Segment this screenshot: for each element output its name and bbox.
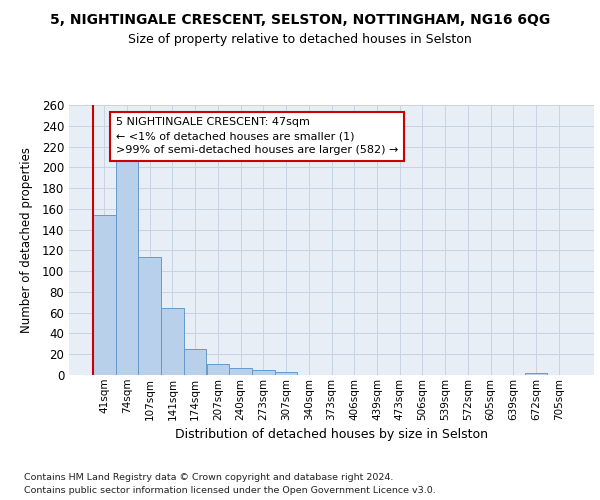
Bar xyxy=(184,349,206,375)
Bar xyxy=(93,215,116,375)
Text: Contains public sector information licensed under the Open Government Licence v3: Contains public sector information licen… xyxy=(24,486,436,495)
Text: Size of property relative to detached houses in Selston: Size of property relative to detached ho… xyxy=(128,32,472,46)
Text: 5, NIGHTINGALE CRESCENT, SELSTON, NOTTINGHAM, NG16 6QG: 5, NIGHTINGALE CRESCENT, SELSTON, NOTTIN… xyxy=(50,12,550,26)
Bar xyxy=(229,368,252,375)
X-axis label: Distribution of detached houses by size in Selston: Distribution of detached houses by size … xyxy=(175,428,488,441)
Bar xyxy=(275,372,298,375)
Text: Contains HM Land Registry data © Crown copyright and database right 2024.: Contains HM Land Registry data © Crown c… xyxy=(24,472,394,482)
Bar xyxy=(252,370,275,375)
Text: 5 NIGHTINGALE CRESCENT: 47sqm
← <1% of detached houses are smaller (1)
>99% of s: 5 NIGHTINGALE CRESCENT: 47sqm ← <1% of d… xyxy=(116,118,398,156)
Bar xyxy=(206,364,229,375)
Bar xyxy=(139,256,161,375)
Bar xyxy=(116,158,139,375)
Bar xyxy=(161,308,184,375)
Y-axis label: Number of detached properties: Number of detached properties xyxy=(20,147,34,333)
Bar xyxy=(524,373,547,375)
